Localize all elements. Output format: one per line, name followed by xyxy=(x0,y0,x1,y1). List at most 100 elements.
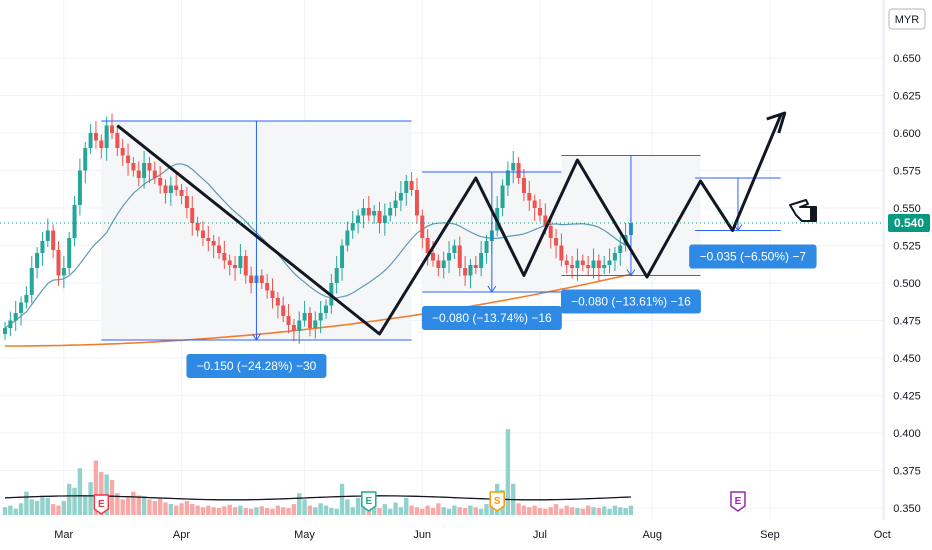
candle-body[interactable] xyxy=(83,148,88,171)
candle-body[interactable] xyxy=(382,215,387,224)
candle-body[interactable] xyxy=(77,170,82,206)
candle-body[interactable] xyxy=(425,238,430,253)
candle-body[interactable] xyxy=(249,275,254,284)
event-marker[interactable] xyxy=(730,491,746,512)
candle-body[interactable] xyxy=(217,245,221,254)
candle-body[interactable] xyxy=(227,260,232,266)
candle-body[interactable] xyxy=(307,313,312,328)
event-marker[interactable] xyxy=(489,491,505,512)
candle-body[interactable] xyxy=(168,185,173,194)
candle-body[interactable] xyxy=(452,245,457,254)
candle-body[interactable] xyxy=(61,268,66,276)
candle-body[interactable] xyxy=(361,208,366,216)
candle-body[interactable] xyxy=(302,313,307,321)
candle-body[interactable] xyxy=(29,268,34,295)
candle-body[interactable] xyxy=(532,200,537,209)
candle-body[interactable] xyxy=(548,226,553,238)
event-marker[interactable] xyxy=(361,491,377,512)
candle-body[interactable] xyxy=(463,268,468,276)
candle-body[interactable] xyxy=(152,170,157,179)
measure-label-box[interactable] xyxy=(186,354,327,378)
candle-body[interactable] xyxy=(93,133,98,141)
time-axis[interactable]: Mar Apr May Jun Jul Aug Sep Oct xyxy=(54,529,891,541)
candle-body[interactable] xyxy=(356,215,361,224)
candle-body[interactable] xyxy=(559,245,564,261)
candle-body[interactable] xyxy=(233,265,238,268)
candle-body[interactable] xyxy=(158,178,163,186)
candle-body[interactable] xyxy=(500,185,505,209)
candle-body[interactable] xyxy=(564,260,569,266)
candle-body[interactable] xyxy=(414,190,419,216)
candle-body[interactable] xyxy=(484,241,489,253)
event-marker[interactable] xyxy=(93,494,110,515)
candle-body[interactable] xyxy=(259,275,264,284)
candle-body[interactable] xyxy=(147,163,152,171)
candle-body[interactable] xyxy=(206,238,211,241)
candle-body[interactable] xyxy=(243,256,248,276)
candle-body[interactable] xyxy=(398,193,403,201)
candle-body[interactable] xyxy=(291,325,296,331)
candle-body[interactable] xyxy=(190,208,195,223)
zigzag-pattern-drawing[interactable] xyxy=(116,114,783,336)
candle-body[interactable] xyxy=(163,185,168,194)
candle-body[interactable] xyxy=(591,260,596,269)
candle-body[interactable] xyxy=(286,316,291,325)
candle-body[interactable] xyxy=(275,298,280,306)
candle-body[interactable] xyxy=(479,253,484,268)
candle-body[interactable] xyxy=(538,208,542,216)
candle-body[interactable] xyxy=(334,268,339,283)
candle-body[interactable] xyxy=(388,208,393,216)
candle-body[interactable] xyxy=(366,208,371,216)
candle-body[interactable] xyxy=(45,230,50,242)
candle-body[interactable] xyxy=(238,256,243,268)
candle-body[interactable] xyxy=(67,238,72,268)
candle-body[interactable] xyxy=(586,265,591,268)
candle-body[interactable] xyxy=(136,170,141,179)
candle-body[interactable] xyxy=(436,260,441,269)
price-axis[interactable]: MYR 0.650 0.625 0.600 0.575 0.550 0.525 0.500 0… xyxy=(888,8,930,515)
candle-body[interactable] xyxy=(318,313,323,321)
candle-body[interactable] xyxy=(457,245,462,269)
candle-body[interactable] xyxy=(126,155,131,164)
candle-body[interactable] xyxy=(350,223,355,231)
candle-body[interactable] xyxy=(110,125,114,134)
candle-body[interactable] xyxy=(607,260,612,266)
candle-body[interactable] xyxy=(179,190,184,196)
candle-body[interactable] xyxy=(297,320,302,332)
candle-body[interactable] xyxy=(596,260,601,269)
candle-body[interactable] xyxy=(115,133,120,148)
candle-body[interactable] xyxy=(281,305,286,317)
measure-label-box[interactable] xyxy=(421,306,562,330)
measure-tools[interactable]: −0.150 (−24.28%) −30 −0.080 (−13.74%) −16… xyxy=(101,120,817,378)
measure-label-box[interactable] xyxy=(560,289,701,314)
candle-body[interactable] xyxy=(13,313,18,321)
candle-body[interactable] xyxy=(40,241,45,253)
candle-body[interactable] xyxy=(184,196,189,208)
candle-body[interactable] xyxy=(505,170,510,186)
candle-body[interactable] xyxy=(441,260,446,269)
candle-body[interactable] xyxy=(473,265,478,268)
candle-body[interactable] xyxy=(404,181,409,193)
candle-body[interactable] xyxy=(345,230,350,246)
candle-body[interactable] xyxy=(174,185,179,191)
candle-body[interactable] xyxy=(554,238,559,246)
candle-body[interactable] xyxy=(200,230,205,239)
projection-arrow[interactable] xyxy=(766,111,787,134)
candle-body[interactable] xyxy=(431,253,435,261)
candle-body[interactable] xyxy=(195,223,200,231)
candle-body[interactable] xyxy=(580,260,585,266)
candle-body[interactable] xyxy=(543,215,548,227)
candle-body[interactable] xyxy=(35,253,40,268)
candle-body[interactable] xyxy=(570,265,575,268)
candle-body[interactable] xyxy=(393,200,398,209)
candle-body[interactable] xyxy=(313,320,318,329)
candle-body[interactable] xyxy=(618,245,623,254)
currency-box[interactable] xyxy=(888,8,926,30)
candle-body[interactable] xyxy=(104,125,109,149)
candle-body[interactable] xyxy=(72,205,77,238)
candle-body[interactable] xyxy=(516,163,521,178)
candle-body[interactable] xyxy=(8,320,13,329)
measure-label-box[interactable] xyxy=(689,244,817,269)
candle-body[interactable] xyxy=(24,295,29,303)
